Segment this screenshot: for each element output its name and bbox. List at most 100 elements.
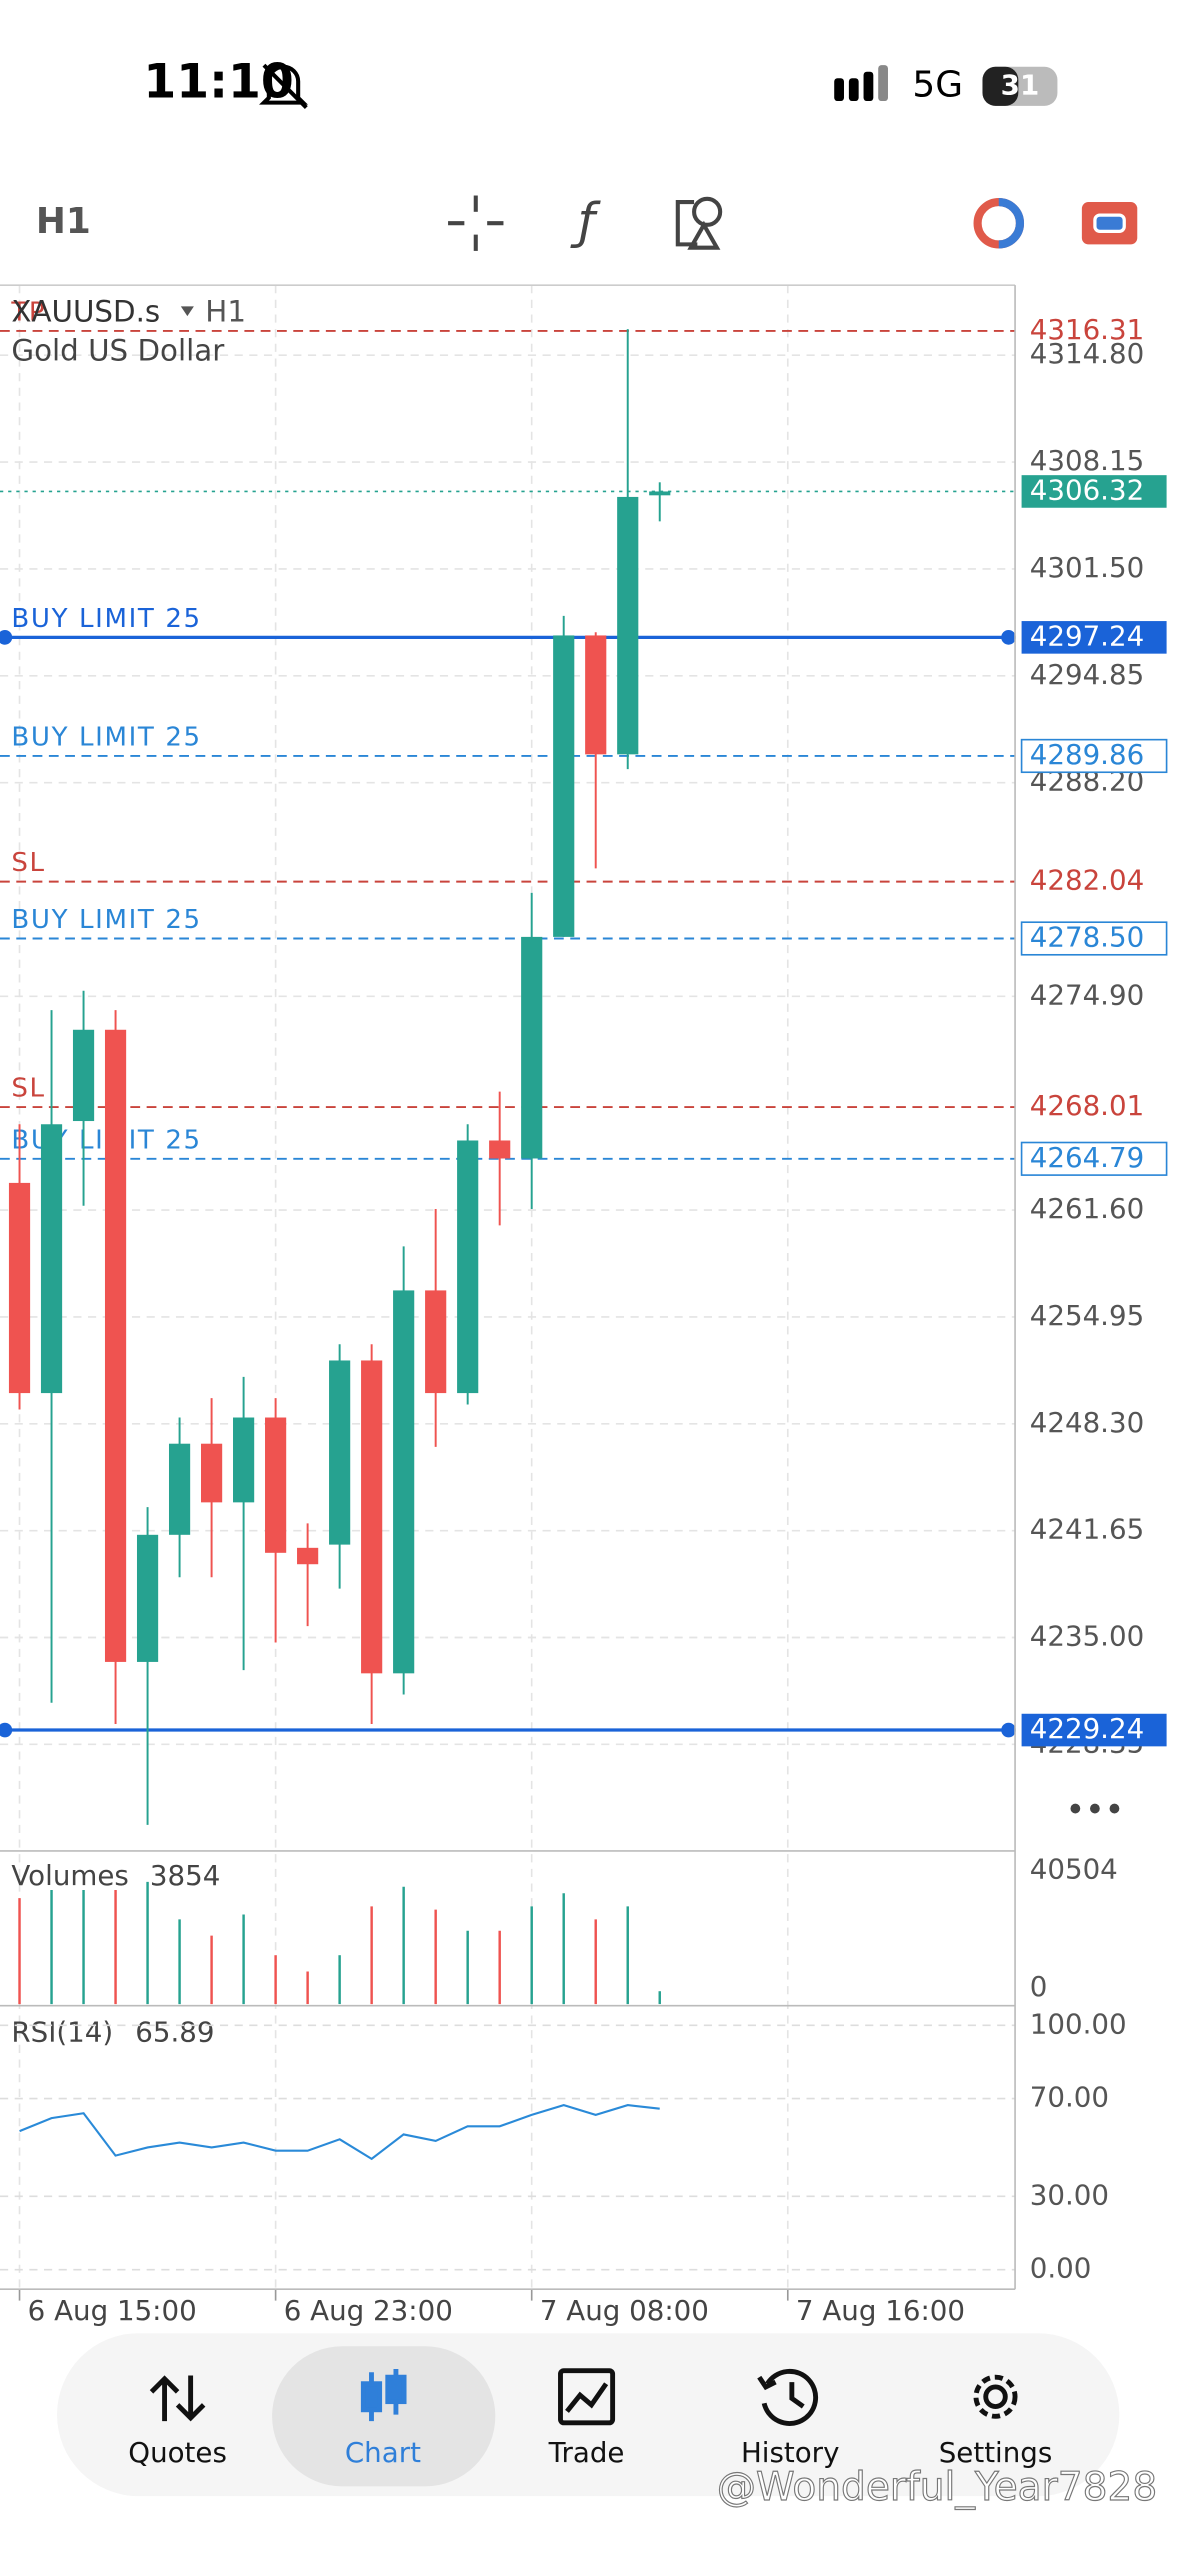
trade-circle-button[interactable] (973, 197, 1025, 249)
y-tick-label: 100.00 (1030, 2007, 1127, 2040)
price-tag-label: 4278.50 (1030, 920, 1144, 953)
price-tag-label: 4289.86 (1030, 738, 1144, 771)
nav-quotes[interactable]: Quotes (128, 2436, 227, 2469)
nav-trade[interactable]: Trade (548, 2436, 625, 2469)
candle-body (553, 635, 575, 937)
order-level-label: SL (11, 848, 45, 878)
y-tick-label: 40504 (1030, 1852, 1118, 1885)
nav-settings[interactable]: Settings (939, 2436, 1053, 2469)
rsi-line (19, 2103, 660, 2161)
rsi-title: RSI(14) (11, 2015, 113, 2048)
nav-active-pill (272, 2346, 496, 2487)
symbol-dropdown[interactable] (180, 306, 194, 317)
x-tick-label: 6 Aug 15:00 (28, 2294, 197, 2327)
candle-body (297, 1547, 319, 1565)
order-level-label: BUY LIMIT 25 (11, 905, 201, 935)
x-tick-label: 6 Aug 23:00 (284, 2294, 453, 2327)
price-tag-label: 4264.79 (1030, 1141, 1144, 1174)
volumes-last: 3854 (150, 1859, 220, 1892)
indicators-button[interactable]: ƒ (570, 193, 601, 250)
price-tag-label: 4297.24 (1030, 619, 1144, 652)
nav-history[interactable]: History (741, 2436, 840, 2469)
chart: 4314.804308.154301.504294.854288.204274.… (0, 285, 1168, 2327)
candle-body (521, 936, 543, 1159)
price-tag-label: 4316.31 (1030, 313, 1144, 346)
candle-body (104, 1029, 127, 1662)
order-level-label: BUY LIMIT 25 (11, 604, 201, 634)
price-tag (1021, 621, 1167, 654)
symbol-label[interactable]: XAUUSD.s (11, 294, 160, 328)
level-handle (0, 630, 13, 645)
network-label: 5G (912, 64, 963, 105)
price-tag (1021, 1713, 1167, 1747)
nav-chart[interactable]: Chart (345, 2436, 421, 2469)
y-tick-label: 4248.30 (1030, 1406, 1144, 1439)
candle-body (265, 1417, 287, 1553)
level-handle (1001, 1722, 1016, 1738)
level-handle (0, 1722, 13, 1738)
price-tag (1020, 738, 1168, 774)
y-tick-label: 30.00 (1030, 2178, 1109, 2211)
candle-body (136, 1534, 159, 1662)
battery-level (982, 66, 1019, 106)
candle-body (393, 1290, 415, 1674)
symbol-timeframe: H1 (205, 294, 246, 328)
x-tick-label: 7 Aug 16:00 (796, 2294, 965, 2327)
candle-body (457, 1140, 479, 1394)
price-tag-label: 4268.01 (1030, 1089, 1144, 1122)
crosshair-button[interactable] (448, 195, 504, 251)
order-level-label: BUY LIMIT 25 (11, 723, 201, 753)
price-tag-label: 4229.24 (1030, 1712, 1144, 1745)
y-tick-label: 0 (1030, 1970, 1048, 2003)
y-tick-label: 4301.50 (1030, 551, 1144, 584)
y-tick-label: 0.00 (1030, 2252, 1092, 2285)
signal-icon (834, 65, 888, 102)
y-tick-label: 4308.15 (1030, 444, 1144, 477)
battery-label: 31 (1001, 68, 1040, 101)
y-tick-label: 4261.60 (1030, 1192, 1144, 1225)
watermark: @Wonderful_Year7828 (717, 2465, 1157, 2510)
x-tick-label: 7 Aug 08:00 (540, 2294, 709, 2327)
history-icon (757, 2368, 819, 2426)
candle-body (40, 1124, 63, 1394)
mute-icon (259, 63, 308, 109)
price-tag (1020, 1141, 1168, 1176)
candle-body (201, 1443, 223, 1503)
candle-body (168, 1443, 191, 1535)
y-tick-label: 4274.90 (1030, 978, 1144, 1011)
price-tag-label: 4282.04 (1030, 864, 1144, 897)
price-tag (1020, 921, 1168, 956)
candle-body (489, 1140, 511, 1159)
candle-body (617, 496, 639, 755)
price-tag (1021, 475, 1167, 508)
objects-button[interactable] (675, 196, 723, 250)
candle-body (8, 1182, 31, 1394)
candle-body (233, 1417, 255, 1503)
candle-body (425, 1290, 447, 1394)
candle-body (329, 1360, 351, 1545)
order-level-label: SL (11, 1074, 45, 1104)
more-button[interactable] (1070, 1803, 1120, 1814)
volumes-title: Volumes (11, 1859, 128, 1892)
candle-body (361, 1360, 383, 1674)
order-level-label: TP (10, 298, 46, 328)
rsi-last: 65.89 (135, 2015, 214, 2048)
y-tick-label: 4241.65 (1030, 1513, 1144, 1546)
candle-body (649, 491, 671, 496)
current-price-label: 4306.32 (1030, 473, 1144, 506)
one-click-button[interactable] (1081, 202, 1138, 245)
level-handle (1001, 630, 1016, 645)
chart-icon (360, 2369, 407, 2422)
y-tick-label: 4314.80 (1030, 337, 1144, 370)
y-tick-label: 4235.00 (1030, 1619, 1144, 1652)
y-tick-label: 4294.85 (1030, 658, 1144, 691)
timeframe-button[interactable]: H1 (36, 201, 91, 242)
candle-body (72, 1029, 95, 1122)
trade-icon (558, 2368, 616, 2426)
y-tick-label: 4254.95 (1030, 1299, 1144, 1332)
candle-body (585, 635, 607, 755)
quotes-icon (149, 2375, 206, 2422)
y-tick-label: 70.00 (1030, 2081, 1109, 2114)
